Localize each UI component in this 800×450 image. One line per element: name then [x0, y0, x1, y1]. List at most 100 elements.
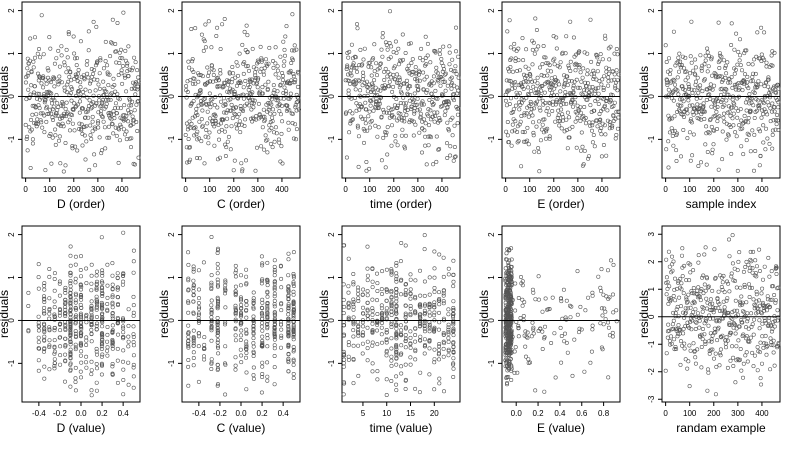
data-point — [563, 51, 568, 56]
data-point — [745, 74, 750, 79]
data-point — [524, 73, 529, 78]
data-point — [599, 306, 604, 311]
data-point — [423, 134, 428, 139]
data-point — [51, 104, 56, 109]
data-point — [191, 267, 196, 272]
data-point — [684, 107, 689, 112]
data-point — [538, 326, 543, 331]
data-point — [130, 114, 135, 119]
data-point — [755, 98, 760, 103]
data-point — [120, 282, 125, 287]
data-point — [418, 334, 423, 339]
data-point — [410, 57, 415, 62]
data-point — [223, 154, 228, 159]
data-point — [68, 384, 73, 389]
data-point — [556, 119, 561, 124]
data-point — [549, 81, 554, 86]
data-point — [373, 123, 378, 128]
data-point — [515, 69, 520, 74]
data-point — [670, 268, 675, 273]
data-point — [685, 299, 690, 304]
data-point — [291, 319, 296, 324]
data-point — [580, 144, 585, 149]
data-point — [770, 132, 775, 137]
data-point — [73, 300, 78, 305]
data-point — [73, 72, 78, 77]
data-point — [408, 277, 413, 282]
data-point — [270, 58, 275, 63]
data-point — [446, 101, 451, 106]
data-point — [61, 104, 66, 109]
data-point — [403, 287, 408, 292]
data-point — [279, 285, 284, 290]
data-point — [376, 105, 381, 110]
data-point — [73, 317, 78, 322]
data-point — [666, 87, 671, 92]
data-point — [421, 70, 426, 75]
data-point — [82, 124, 87, 129]
data-point — [100, 115, 105, 120]
data-point — [48, 46, 53, 51]
data-point — [294, 47, 299, 52]
data-point — [272, 382, 277, 387]
data-point — [296, 107, 301, 112]
data-point — [259, 324, 264, 329]
data-point — [606, 66, 611, 71]
data-point — [769, 329, 774, 334]
data-point — [455, 121, 460, 126]
data-point — [674, 307, 679, 312]
data-point — [394, 72, 399, 77]
data-point — [599, 82, 604, 87]
data-point — [184, 95, 189, 100]
data-point — [427, 372, 432, 377]
data-point — [63, 343, 68, 348]
data-point — [272, 287, 277, 292]
data-point — [615, 126, 620, 131]
data-point — [68, 331, 73, 336]
data-point — [706, 130, 711, 135]
data-point — [453, 154, 458, 159]
data-point — [251, 305, 256, 310]
data-point — [427, 310, 432, 315]
y-tick-label: 2 — [167, 232, 176, 237]
data-point — [80, 106, 85, 111]
data-point — [507, 247, 512, 252]
data-point — [732, 82, 737, 87]
data-point — [379, 303, 384, 308]
data-point — [65, 110, 70, 115]
data-point — [127, 96, 132, 101]
data-point — [684, 69, 689, 74]
data-point — [35, 121, 40, 126]
data-point — [389, 336, 394, 341]
data-point — [564, 117, 569, 122]
data-point — [747, 92, 752, 97]
data-point — [675, 75, 680, 80]
y-tick-label: 2 — [487, 8, 496, 13]
data-point — [510, 69, 515, 74]
data-point — [196, 379, 201, 384]
data-point — [442, 113, 447, 118]
data-point — [57, 64, 62, 69]
data-point — [562, 331, 567, 336]
data-point — [70, 121, 75, 126]
data-point — [209, 280, 214, 285]
data-point — [215, 75, 220, 80]
data-point — [129, 145, 134, 150]
data-point — [131, 270, 136, 275]
data-point — [422, 321, 427, 326]
data-point — [413, 77, 418, 82]
data-point — [260, 313, 265, 318]
data-point — [238, 337, 243, 342]
data-point — [77, 121, 82, 126]
data-point — [113, 49, 118, 54]
data-point — [560, 112, 565, 117]
data-point — [245, 33, 250, 38]
data-point — [521, 98, 526, 103]
data-point — [209, 325, 214, 330]
data-point — [671, 326, 676, 331]
data-point — [84, 335, 89, 340]
data-point — [684, 278, 689, 283]
data-point — [758, 340, 763, 345]
data-point — [87, 89, 92, 94]
data-point — [280, 78, 285, 83]
